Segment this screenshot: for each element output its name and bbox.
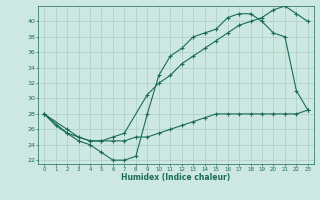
X-axis label: Humidex (Indice chaleur): Humidex (Indice chaleur) <box>121 173 231 182</box>
